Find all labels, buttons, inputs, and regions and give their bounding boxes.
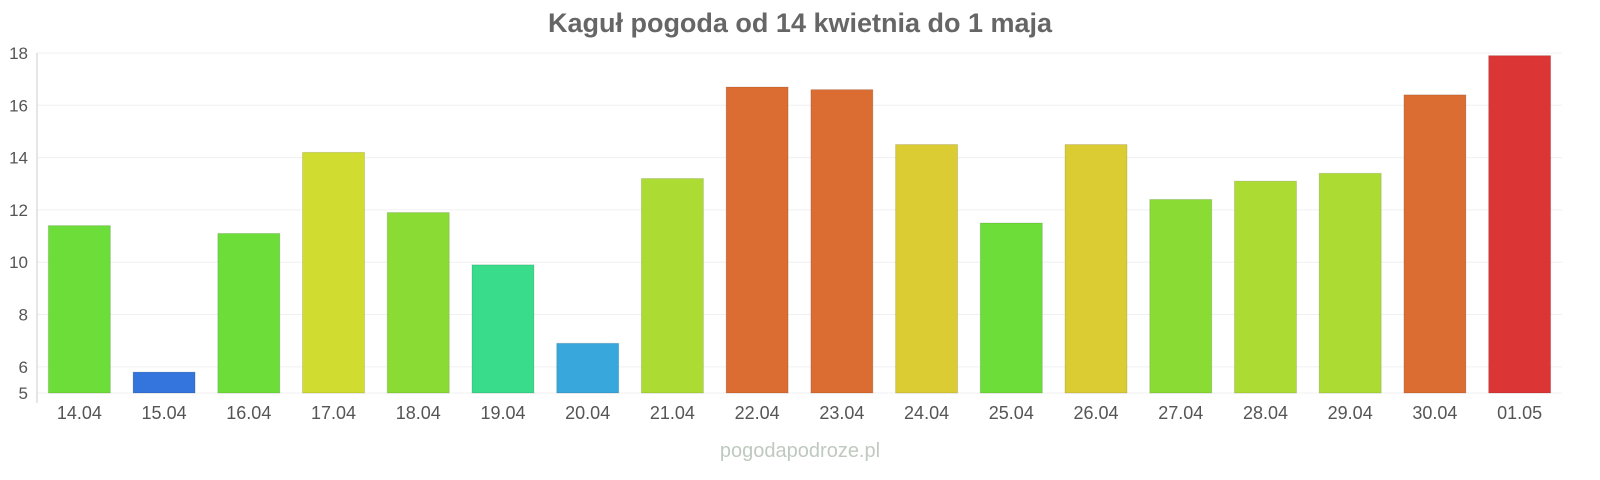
x-tick-label: 25.04 <box>989 403 1034 423</box>
source-watermark: pogodapodroze.pl <box>719 440 881 462</box>
bar <box>471 264 535 394</box>
x-tick-label: 20.04 <box>565 403 610 423</box>
y-tick-label: 6 <box>19 358 28 377</box>
bar <box>1149 198 1213 394</box>
bar <box>1064 144 1128 394</box>
x-tick-label: 16.04 <box>226 403 271 423</box>
bar <box>979 222 1043 394</box>
x-tick-label: 22.04 <box>735 403 780 423</box>
x-tick-label: 27.04 <box>1158 403 1203 423</box>
bar <box>217 232 281 394</box>
bar <box>302 151 366 394</box>
x-tick-label: 23.04 <box>819 403 864 423</box>
x-tick-label: 19.04 <box>480 403 525 423</box>
y-tick-label: 10 <box>9 253 28 272</box>
bar <box>1488 55 1552 394</box>
bar <box>1403 94 1467 394</box>
x-tick-label: 17.04 <box>311 403 356 423</box>
bar <box>810 89 874 394</box>
y-tick-label: 16 <box>9 96 28 115</box>
x-tick-label: 30.04 <box>1412 403 1457 423</box>
x-tick-label: 26.04 <box>1074 403 1119 423</box>
bar <box>895 144 959 394</box>
bar <box>132 371 196 394</box>
x-tick-label: 14.04 <box>57 403 102 423</box>
x-tick-label: 15.04 <box>142 403 187 423</box>
bar <box>47 225 111 394</box>
bar <box>640 178 704 394</box>
bar <box>386 212 450 394</box>
y-tick-label: 5 <box>19 384 28 403</box>
x-tick-label: 18.04 <box>396 403 441 423</box>
bar <box>1318 172 1382 394</box>
x-tick-label: 29.04 <box>1328 403 1373 423</box>
chart-title: Kaguł pogoda od 14 kwietnia do 1 maja <box>547 8 1053 38</box>
y-tick-label: 18 <box>9 44 28 63</box>
bar <box>725 86 789 394</box>
x-tick-label: 24.04 <box>904 403 949 423</box>
y-tick-label: 12 <box>9 201 28 220</box>
x-tick-label: 21.04 <box>650 403 695 423</box>
bar <box>556 342 620 394</box>
x-tick-label: 28.04 <box>1243 403 1288 423</box>
x-tick-label: 01.05 <box>1497 403 1542 423</box>
y-tick-label: 8 <box>19 306 28 325</box>
y-tick-label: 14 <box>9 149 28 168</box>
bar <box>1233 180 1297 394</box>
